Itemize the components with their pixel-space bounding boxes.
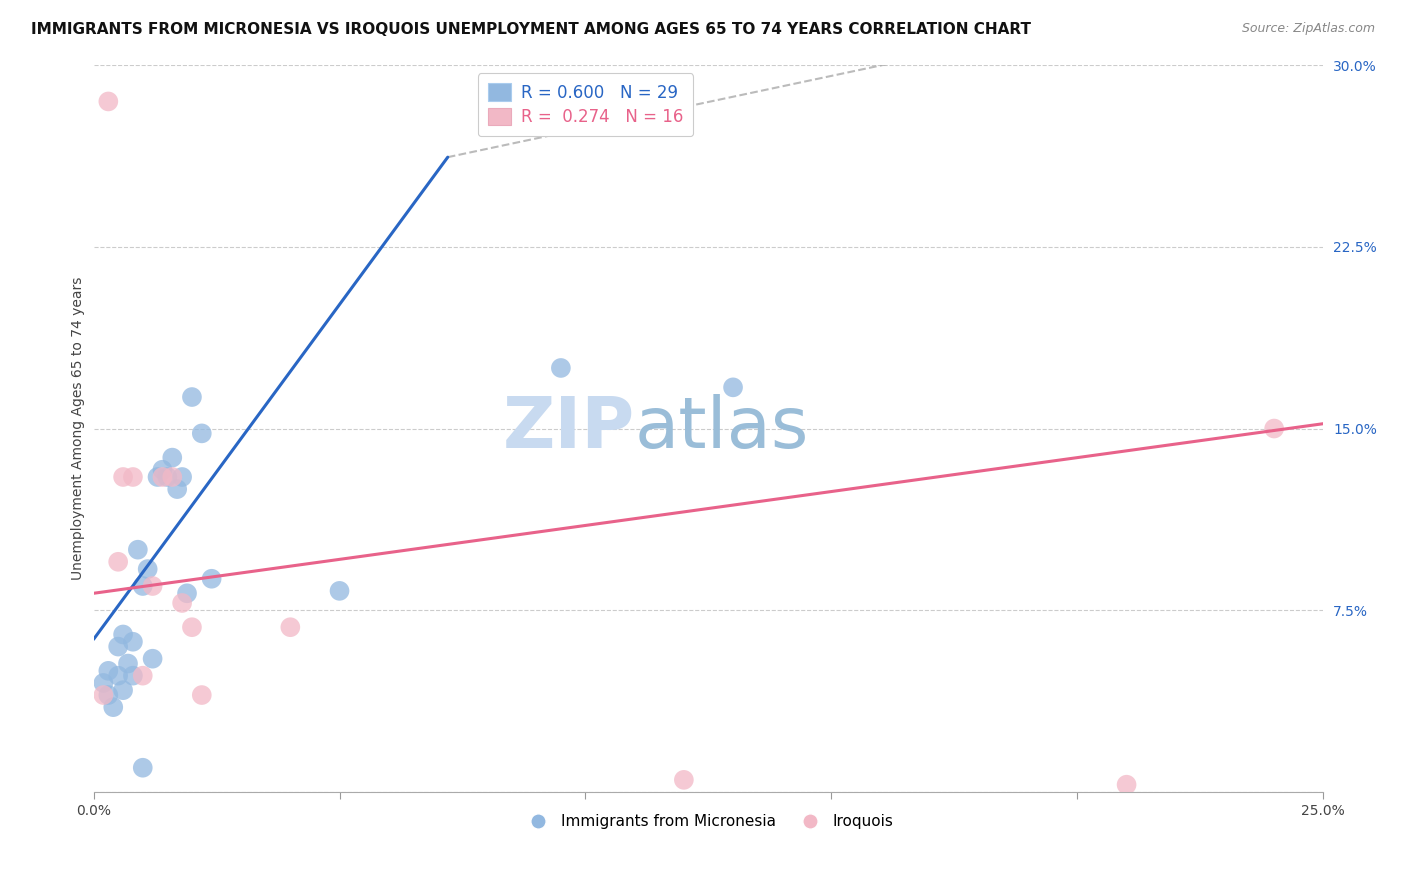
Point bbox=[97, 95, 120, 109]
Point bbox=[132, 761, 155, 775]
Point bbox=[1263, 421, 1285, 435]
Point bbox=[550, 361, 572, 376]
Point bbox=[181, 620, 204, 634]
Point bbox=[136, 562, 159, 576]
Point bbox=[107, 640, 129, 654]
Text: Source: ZipAtlas.com: Source: ZipAtlas.com bbox=[1241, 22, 1375, 36]
Point bbox=[152, 463, 174, 477]
Point bbox=[97, 688, 120, 702]
Point bbox=[132, 668, 155, 682]
Point bbox=[172, 596, 194, 610]
Text: ZIP: ZIP bbox=[502, 394, 634, 463]
Point bbox=[191, 426, 214, 441]
Legend: Immigrants from Micronesia, Iroquois: Immigrants from Micronesia, Iroquois bbox=[517, 808, 900, 835]
Point bbox=[127, 542, 149, 557]
Text: IMMIGRANTS FROM MICRONESIA VS IROQUOIS UNEMPLOYMENT AMONG AGES 65 TO 74 YEARS CO: IMMIGRANTS FROM MICRONESIA VS IROQUOIS U… bbox=[31, 22, 1031, 37]
Point bbox=[122, 668, 145, 682]
Point bbox=[93, 676, 115, 690]
Text: atlas: atlas bbox=[634, 394, 808, 463]
Point bbox=[146, 470, 169, 484]
Point bbox=[97, 664, 120, 678]
Point bbox=[107, 668, 129, 682]
Point bbox=[721, 380, 744, 394]
Point bbox=[103, 700, 125, 714]
Point bbox=[107, 555, 129, 569]
Point bbox=[181, 390, 204, 404]
Point bbox=[672, 772, 695, 787]
Point bbox=[122, 634, 145, 648]
Point bbox=[1115, 778, 1137, 792]
Point bbox=[117, 657, 139, 671]
Point bbox=[112, 683, 135, 698]
Y-axis label: Unemployment Among Ages 65 to 74 years: Unemployment Among Ages 65 to 74 years bbox=[72, 277, 86, 580]
Point bbox=[166, 482, 188, 496]
Point bbox=[152, 470, 174, 484]
Point bbox=[191, 688, 214, 702]
Point bbox=[112, 470, 135, 484]
Point bbox=[176, 586, 198, 600]
Point bbox=[162, 450, 184, 465]
Point bbox=[278, 620, 301, 634]
Point bbox=[201, 572, 224, 586]
Point bbox=[172, 470, 194, 484]
Point bbox=[112, 627, 135, 641]
Point bbox=[162, 470, 184, 484]
Point bbox=[132, 579, 155, 593]
Point bbox=[328, 583, 350, 598]
Point bbox=[142, 579, 165, 593]
Point bbox=[122, 470, 145, 484]
Point bbox=[156, 470, 179, 484]
Point bbox=[93, 688, 115, 702]
Point bbox=[142, 651, 165, 665]
